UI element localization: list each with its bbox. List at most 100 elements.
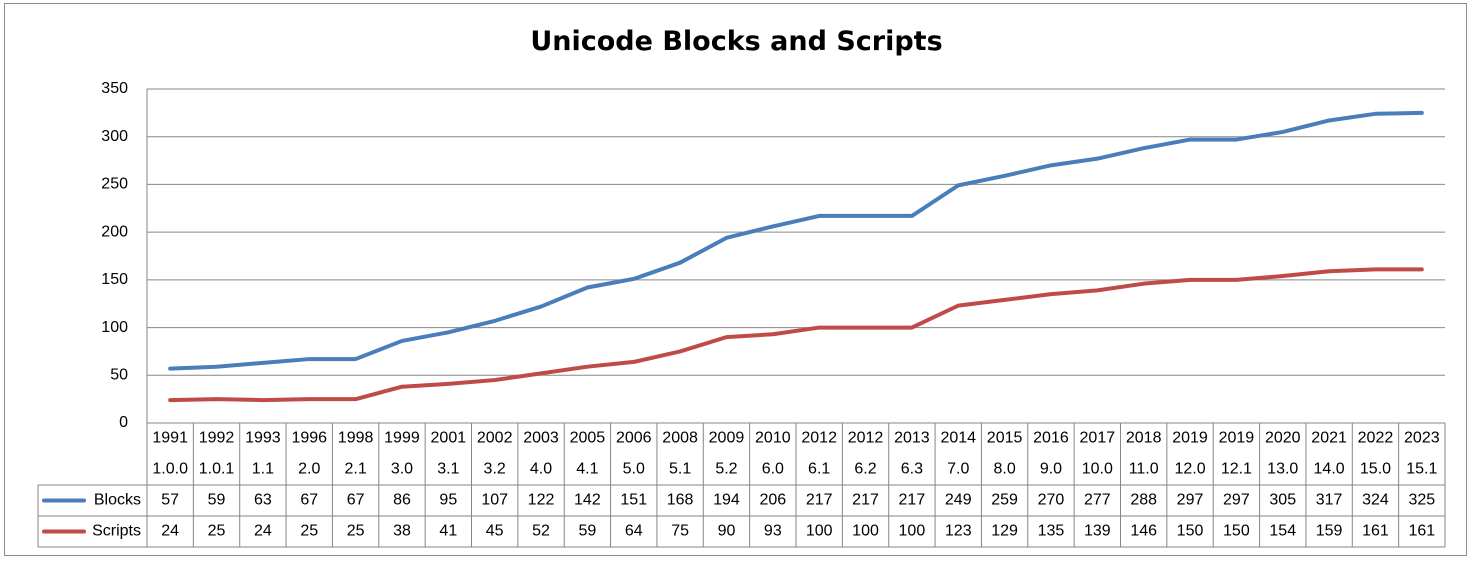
x-tick-version: 5.2 [715,461,737,478]
data-label-scripts: 25 [208,523,226,540]
data-label-blocks: 217 [899,492,926,509]
x-tick-year: 2022 [1358,430,1394,447]
x-tick-year: 2002 [477,430,513,447]
data-label-scripts: 45 [486,523,504,540]
x-tick-year: 2020 [1265,430,1301,447]
x-tick-year: 1992 [199,430,235,447]
data-label-scripts: 24 [254,523,272,540]
x-tick-year: 2006 [616,430,652,447]
data-label-scripts: 41 [439,523,457,540]
data-label-scripts: 161 [1408,523,1435,540]
data-label-blocks: 59 [208,492,226,509]
data-label-blocks: 86 [393,492,411,509]
data-label-scripts: 150 [1223,523,1250,540]
x-tick-version: 15.0 [1360,461,1391,478]
x-tick-version: 12.0 [1174,461,1205,478]
x-tick-version: 5.0 [623,461,645,478]
data-label-blocks: 67 [347,492,365,509]
x-tick-year: 2008 [662,430,698,447]
data-label-blocks: 297 [1177,492,1204,509]
data-label-scripts: 139 [1084,523,1111,540]
x-tick-version: 2.0 [298,461,320,478]
series-lines [168,110,1424,403]
data-label-blocks: 107 [481,492,508,509]
x-tick-year: 2017 [1080,430,1116,447]
x-tick-year: 1993 [245,430,281,447]
x-tick-version: 3.1 [437,461,459,478]
x-tick-year: 1996 [291,430,327,447]
y-tick-label: 350 [101,80,128,97]
data-label-scripts: 100 [806,523,833,540]
legend-label-scripts: Scripts [92,523,141,540]
x-tick-version: 2.1 [344,461,366,478]
x-tick-year: 2001 [431,430,467,447]
data-label-scripts: 38 [393,523,411,540]
data-label-blocks: 259 [991,492,1018,509]
x-tick-version: 12.1 [1221,461,1252,478]
data-label-blocks: 249 [945,492,972,509]
x-tick-year: 2012 [848,430,884,447]
data-label-blocks: 270 [1038,492,1065,509]
x-tick-year: 2023 [1404,430,1440,447]
x-tick-year: 2021 [1311,430,1347,447]
x-tick-version: 6.0 [762,461,784,478]
x-tick-version: 10.0 [1082,461,1113,478]
axis-labels: 0 50 100 150 200 250 300 350 1991 1992 1993 1996 199… [92,80,1440,540]
y-tick-label: 0 [119,414,128,431]
data-label-scripts: 25 [347,523,365,540]
x-tick-year: 2018 [1126,430,1162,447]
y-tick-label: 50 [110,367,128,384]
data-label-blocks: 168 [667,492,694,509]
x-tick-year: 2009 [709,430,745,447]
x-tick-year: 2016 [1033,430,1069,447]
x-tick-version: 15.1 [1406,461,1437,478]
x-tick-year: 2003 [523,430,559,447]
data-label-scripts: 64 [625,523,643,540]
data-label-blocks: 63 [254,492,272,509]
x-tick-year: 2013 [894,430,930,447]
data-label-blocks: 297 [1223,492,1250,509]
legend-label-blocks: Blocks [94,492,141,509]
series-line-scripts [168,267,1424,403]
x-tick-version: 3.2 [484,461,506,478]
y-tick-label: 100 [101,319,128,336]
series-line-blocks [168,110,1424,371]
data-label-blocks: 317 [1316,492,1343,509]
x-tick-version: 6.3 [901,461,923,478]
data-label-scripts: 150 [1177,523,1204,540]
data-label-blocks: 324 [1362,492,1389,509]
x-tick-version: 7.0 [947,461,969,478]
data-label-blocks: 217 [852,492,879,509]
x-tick-version: 4.1 [576,461,598,478]
data-label-blocks: 122 [528,492,555,509]
data-label-blocks: 217 [806,492,833,509]
x-tick-version: 14.0 [1314,461,1345,478]
x-tick-year: 2015 [987,430,1023,447]
x-tick-version: 6.2 [854,461,876,478]
data-label-scripts: 123 [945,523,972,540]
data-label-scripts: 154 [1269,523,1296,540]
x-tick-version: 13.0 [1267,461,1298,478]
x-tick-year: 1998 [338,430,374,447]
x-tick-year: 2010 [755,430,791,447]
data-label-scripts: 52 [532,523,550,540]
data-label-blocks: 277 [1084,492,1111,509]
data-label-blocks: 325 [1408,492,1435,509]
chart-title: Unicode Blocks and Scripts [530,26,943,57]
data-label-blocks: 95 [439,492,457,509]
x-tick-version: 1.0.1 [199,461,235,478]
data-label-blocks: 305 [1269,492,1296,509]
x-tick-year: 2019 [1219,430,1255,447]
data-label-scripts: 159 [1316,523,1343,540]
x-tick-version: 6.1 [808,461,830,478]
y-tick-label: 150 [101,271,128,288]
x-tick-year: 2012 [801,430,837,447]
x-tick-version: 4.0 [530,461,552,478]
x-tick-version: 1.0.0 [152,461,188,478]
data-label-scripts: 100 [899,523,926,540]
data-label-blocks: 206 [759,492,786,509]
x-tick-version: 9.0 [1040,461,1062,478]
data-label-scripts: 100 [852,523,879,540]
data-label-blocks: 151 [620,492,647,509]
